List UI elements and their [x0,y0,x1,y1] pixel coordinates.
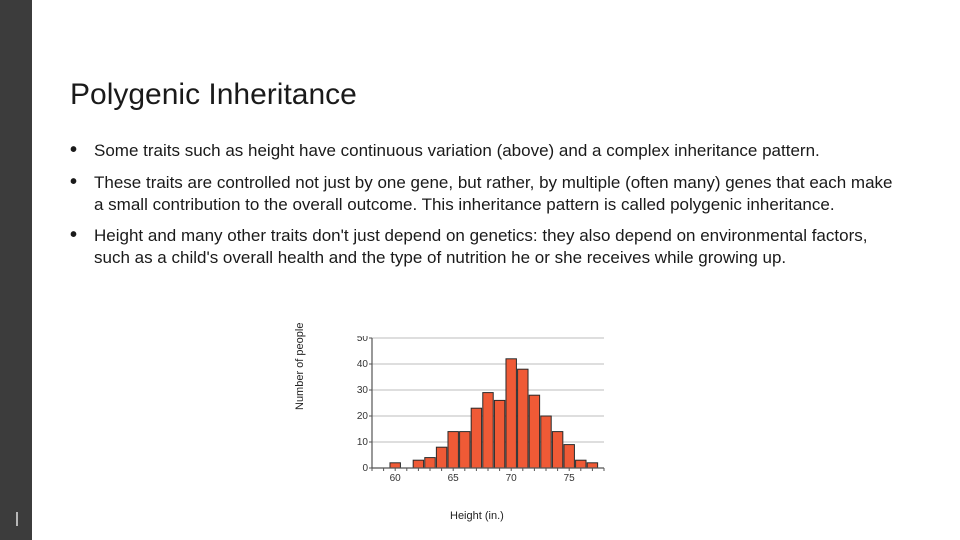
side-stripe [0,0,32,540]
svg-text:60: 60 [390,473,402,484]
bullet-item: Some traits such as height have continuo… [70,140,900,162]
bullet-list: Some traits such as height have continuo… [70,140,900,269]
svg-text:65: 65 [448,473,460,484]
chart-ylabel: Number of people [294,323,306,410]
stripe-tick [16,512,18,526]
bullet-item: These traits are controlled not just by … [70,172,900,216]
bullet-item: Height and many other traits don't just … [70,225,900,269]
content-area: Polygenic Inheritance Some traits such a… [70,78,900,279]
svg-text:0: 0 [362,463,368,474]
chart-plot: 0 10 20 30 40 50 60 65 70 75 [348,336,608,486]
chart-xlabel: Height (in.) [450,510,504,522]
svg-text:75: 75 [564,473,576,484]
svg-text:20: 20 [357,411,369,422]
page-title: Polygenic Inheritance [70,78,900,112]
slide: Polygenic Inheritance Some traits such a… [0,0,960,540]
height-histogram: Number of people Height (in.) 0102030405… [300,330,660,530]
svg-text:50: 50 [357,336,369,344]
svg-text:40: 40 [357,359,369,370]
svg-text:10: 10 [357,437,369,448]
svg-text:70: 70 [506,473,518,484]
svg-text:30: 30 [357,385,369,396]
